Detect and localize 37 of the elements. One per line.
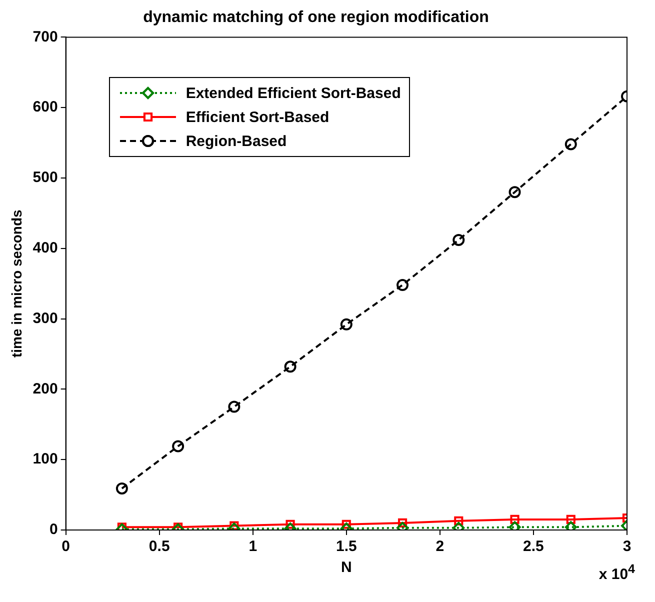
y-tick-label: 0 [49, 521, 58, 538]
point [172, 440, 184, 452]
x-tick-label: 0.5 [148, 538, 170, 556]
point [396, 279, 409, 292]
point [454, 516, 464, 526]
y-tick-label: 200 [32, 380, 58, 398]
x-tick-label: 2 [436, 538, 444, 556]
x-tick-label: 3 [622, 538, 632, 556]
point [452, 234, 465, 246]
x-tick-label: 1.5 [336, 538, 357, 556]
point [398, 518, 408, 528]
y-tick-label: 700 [32, 28, 58, 46]
x-tick-label: 1 [248, 538, 258, 556]
point [340, 318, 352, 330]
point [510, 514, 520, 524]
x-axis-title: N [340, 559, 352, 576]
chart-title: dynamic matching of one region modification [143, 9, 489, 26]
x-tick-label: 0 [62, 538, 70, 556]
x-tick-label: 2.5 [523, 538, 544, 556]
legend-label: Efficient Sort-Based [186, 108, 330, 126]
text: x 10$^{4}$ [598, 562, 635, 583]
y-tick-label: 300 [32, 310, 58, 327]
point [342, 520, 351, 529]
y-tick-label: 600 [32, 98, 58, 116]
y-tick-label: 500 [32, 169, 58, 186]
point [286, 520, 295, 529]
point [564, 138, 577, 150]
legend-label: Region-Based [186, 132, 287, 150]
point [116, 482, 128, 494]
point [228, 400, 240, 413]
legend-label: Extended Efficient Sort-Based [186, 84, 401, 102]
y-tick-label: 100 [32, 450, 58, 468]
y-tick-label: 400 [32, 240, 58, 257]
point [284, 360, 296, 373]
point [566, 514, 576, 524]
y-axis-title: time in micro seconds [8, 209, 24, 358]
point [508, 186, 521, 198]
